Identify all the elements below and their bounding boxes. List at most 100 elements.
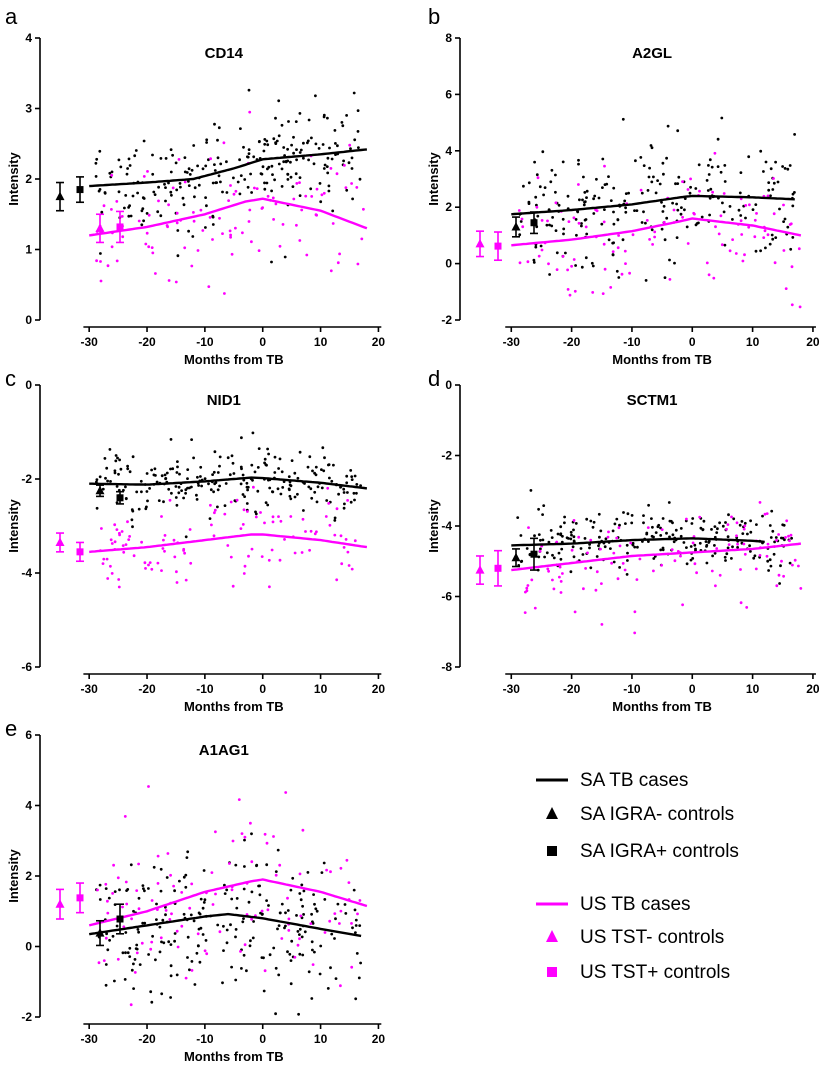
sa-point [187,167,191,171]
sa-point [267,904,270,907]
us-point [323,931,327,934]
y-tick-label: 0 [25,940,32,954]
sa-point [767,569,770,572]
us-point [635,578,639,581]
us-point [670,548,674,551]
sa-point [239,174,243,178]
sa-point [137,507,141,511]
sa-point [265,899,268,902]
us-point [287,929,291,932]
us-point [253,186,256,190]
us-point [782,203,785,207]
sa-point [705,561,709,565]
sa-point [699,526,703,530]
us-point [265,841,269,845]
sa-point [171,153,175,157]
sa-point [559,557,563,561]
sa-point [791,204,795,208]
sa-point [618,523,621,527]
sa-point [603,208,606,212]
sa-point [357,146,360,150]
sa-point [235,906,239,910]
sa-point [302,156,305,160]
sa-point [298,112,302,115]
sa-point [306,871,310,874]
us-point [260,555,264,558]
sa-point [234,863,238,867]
sa-point [218,484,222,488]
sa-point [169,170,173,174]
us-point [338,922,341,925]
us-point [106,577,110,580]
us-point [209,157,213,161]
sa-point [239,465,243,469]
sa-point [721,524,725,528]
sa-point [289,982,293,986]
us-point [320,193,324,197]
sa-point [571,545,575,549]
sa-point [131,525,134,529]
sa-point [232,176,235,180]
sa-point [265,463,268,467]
sa-point [186,486,189,490]
sa-point [542,193,545,197]
sa-point [219,162,223,166]
us-point [97,961,101,965]
sa-point [749,530,753,534]
sa-point [251,936,255,940]
sa-point [771,237,775,241]
legend-item: SA TB cases [536,770,688,791]
sa-point [755,523,758,526]
us-tb-cases-line [511,542,802,572]
sa-point [106,479,109,483]
sa-point [241,920,245,924]
us-point [547,262,550,266]
sa-point [789,247,793,251]
sa-point [354,924,358,927]
sa-point [350,478,354,481]
sa-point [175,973,179,977]
sa-point [119,165,123,169]
sa-point [633,545,637,549]
sa-point [325,165,329,169]
sa-point [766,559,770,563]
sa-point [217,126,221,130]
legend-label: US TB cases [580,894,691,915]
sa-point [583,537,587,540]
sa-point [320,468,323,471]
sa-point [721,201,724,205]
sa-point [272,137,276,141]
sa-point [132,987,136,990]
us-point [110,208,113,211]
y-tick-label: 2 [25,869,32,883]
sa-point [634,159,637,163]
y-axis-label: Intensity [426,152,441,206]
sa-point [584,256,588,260]
sa-point [663,276,667,279]
sa-point [216,138,219,142]
sa-point [111,934,115,938]
sa-point [303,482,306,485]
sa-point [615,269,619,273]
y-tick-label: -2 [21,472,32,486]
sa-point [129,863,133,867]
sa-point [277,973,281,977]
us-point [606,535,610,539]
square-marker [76,186,84,194]
us-point [160,569,163,572]
sa-point [662,172,665,176]
us-point [633,610,637,614]
us-point [218,216,221,220]
square-marker [76,894,84,902]
sa-point [701,528,705,532]
sa-point [128,470,132,474]
us-point [287,917,291,921]
us-point [149,947,153,951]
sa-point [216,488,220,492]
sa-point [212,490,216,494]
sa-point [127,206,130,209]
sa-point [647,503,650,507]
x-tick-label: 10 [314,682,328,696]
sa-point [710,165,714,169]
